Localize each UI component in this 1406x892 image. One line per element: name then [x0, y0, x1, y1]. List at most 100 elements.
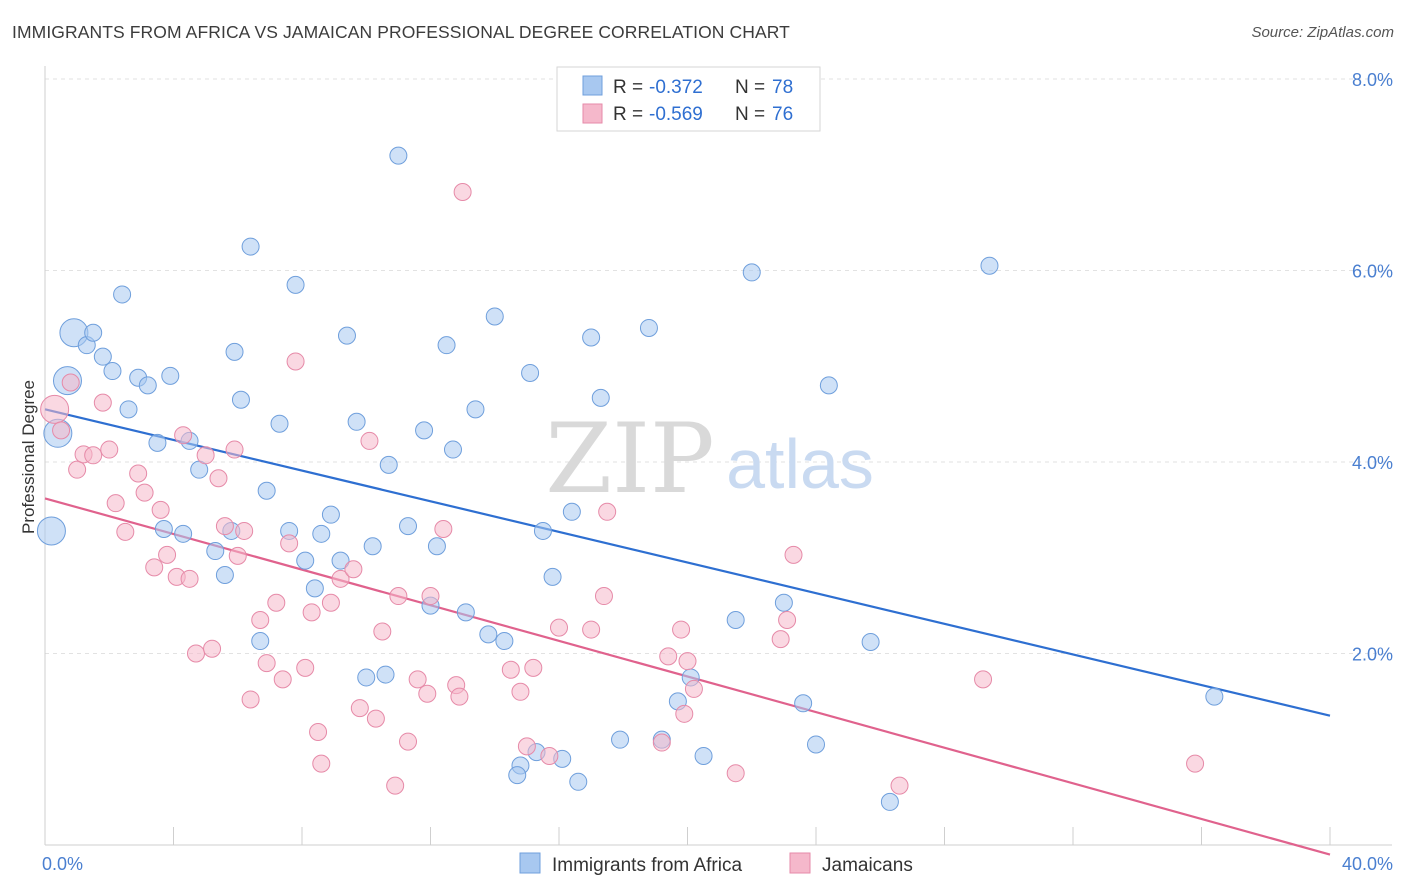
africa-point — [456, 603, 475, 622]
jamaican-point — [399, 732, 418, 751]
africa-point — [427, 537, 446, 556]
africa-point — [251, 632, 270, 651]
jamaican-point — [659, 647, 678, 666]
jamaican-point — [321, 593, 340, 612]
africa-point — [980, 256, 999, 275]
jamaican-point — [273, 670, 292, 689]
bottom-legend-swatch-africa — [519, 852, 541, 874]
y-axis-title: Professional Degree — [19, 380, 38, 534]
africa-point — [337, 326, 356, 345]
jamaican-point — [116, 522, 135, 541]
jamaican-point — [241, 690, 260, 709]
africa-point — [742, 263, 761, 282]
africa-point — [347, 412, 366, 431]
africa-point — [774, 593, 793, 612]
africa-point — [807, 735, 825, 754]
africa-point — [270, 414, 289, 433]
africa-point — [880, 792, 899, 811]
africa-point — [257, 481, 276, 500]
chart-source: Source: ZipAtlas.com — [1251, 24, 1394, 41]
watermark: ZIP atlas — [545, 403, 874, 515]
jamaican-point — [434, 520, 453, 539]
africa-point — [296, 551, 315, 570]
jamaican-point — [344, 560, 363, 579]
africa-point — [379, 455, 398, 474]
jamaican-point — [251, 610, 270, 629]
chart-title: IMMIGRANTS FROM AFRICA VS JAMAICAN PROFE… — [12, 22, 790, 42]
jamaican-point — [267, 593, 286, 612]
africa-point — [562, 502, 581, 521]
jamaican-point — [61, 373, 80, 392]
jamaican-point — [84, 446, 103, 465]
jamaican-point — [309, 723, 328, 742]
jamaican-point — [106, 494, 125, 513]
africa-point — [726, 610, 745, 629]
jamaican-point — [296, 658, 315, 677]
bottom-legend-label-jamaicans: Jamaicans — [822, 855, 913, 876]
africa-point — [508, 766, 527, 785]
jamaican-point — [771, 630, 790, 649]
jamaican-point — [228, 546, 247, 565]
jamaican-point — [350, 699, 369, 718]
africa-point — [639, 318, 658, 337]
africa-point — [231, 390, 250, 409]
jamaican-point — [421, 587, 440, 606]
jamaican-point — [418, 684, 437, 703]
legend-n-label-2: N = — [735, 104, 765, 125]
jamaican-point — [312, 754, 331, 773]
jamaican-point — [100, 440, 119, 459]
jamaican-point — [517, 737, 536, 756]
africa-point — [376, 665, 395, 684]
africa-point — [485, 307, 504, 326]
jamaican-point — [209, 469, 228, 488]
jamaican-point — [672, 620, 691, 639]
data-points — [36, 91, 1224, 811]
africa-point — [241, 237, 260, 256]
africa-point — [148, 433, 167, 452]
jamaican-point — [68, 460, 87, 479]
jamaican-point — [524, 658, 543, 677]
gridlines — [45, 78, 1392, 654]
y-tick-label: 8.0% — [1352, 70, 1393, 90]
jamaican-point — [540, 746, 559, 765]
jamaican-point — [366, 709, 385, 728]
jamaican-point — [678, 652, 697, 671]
legend-swatch-jamaicans — [582, 103, 603, 124]
legend-r-label-2: R = — [613, 104, 643, 125]
africa-point — [415, 421, 434, 440]
jamaican-point — [453, 182, 472, 201]
africa-point — [36, 516, 66, 546]
jamaican-point — [598, 502, 617, 521]
africa-point — [363, 537, 382, 556]
jamaican-point — [174, 426, 193, 445]
jamaican-point — [652, 733, 671, 752]
africa-point — [479, 625, 498, 644]
jamaican-point — [40, 394, 70, 424]
jamaican-point — [331, 569, 350, 588]
jamaican-point — [280, 534, 299, 553]
jamaican-point — [215, 517, 234, 536]
africa-point — [1205, 687, 1224, 706]
africa-point — [582, 328, 601, 347]
jamaican-point — [408, 670, 427, 689]
africa-point — [321, 505, 340, 524]
jamaican-point — [1186, 754, 1205, 773]
africa-point — [215, 565, 234, 584]
africa-point — [694, 746, 713, 765]
legend-n-label-1: N = — [735, 77, 765, 98]
legend-r-label-1: R = — [613, 77, 643, 98]
africa-point — [119, 400, 138, 419]
legend-top: R = -0.372 N = 78 R = -0.569 N = 76 — [556, 66, 821, 132]
africa-point — [331, 551, 350, 570]
bottom-legend-swatch-jamaicans — [789, 852, 811, 874]
africa-point — [861, 633, 880, 652]
africa-point — [206, 542, 225, 561]
africa-point — [521, 363, 540, 382]
jamaican-point — [225, 440, 244, 459]
africa-point — [591, 388, 610, 407]
jamaican-point — [257, 654, 276, 673]
africa-point — [495, 632, 514, 651]
africa-point — [161, 366, 180, 385]
legend-n-value-2: 76 — [772, 104, 793, 125]
jamaican-point — [784, 545, 803, 564]
